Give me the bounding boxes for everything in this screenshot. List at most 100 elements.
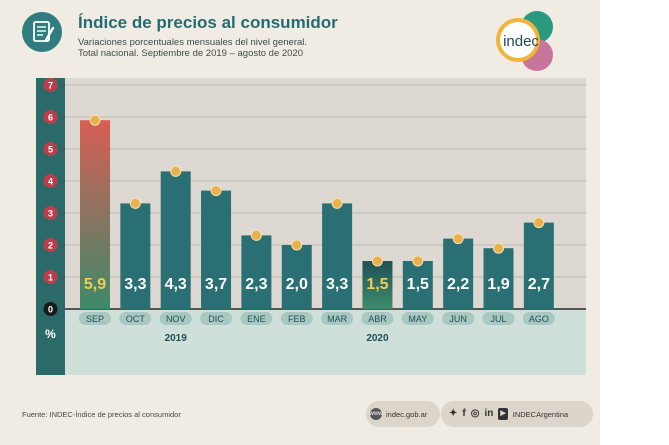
y-axis-unit: % [45,327,56,341]
bar-top-marker [291,239,303,251]
bar-top-marker [170,165,182,177]
y-tick-badge [43,174,58,188]
category-pill [200,312,233,325]
y-tick-label: 4 [48,177,53,187]
year-label: 2020 [366,333,389,344]
y-tick-label: 1 [48,273,53,283]
instagram-icon[interactable]: ◎ [470,408,480,419]
data-label: 2,0 [286,276,308,293]
globe-icon: www [370,408,383,420]
category-pill [522,312,555,325]
category-pill [240,312,273,325]
y-tick-label: 0 [48,305,53,315]
bar-top-marker [493,242,504,254]
data-label: 3,3 [326,276,348,293]
data-label: 1,5 [366,276,388,293]
indec-logo-text: indec [503,33,539,50]
category-label: ABR [368,314,387,324]
bar-top-marker [250,229,262,241]
data-label: 2,2 [447,276,469,293]
y-tick-label: 7 [48,81,53,91]
website-text: indec.gob.ar [386,409,428,419]
source-note: Fuente: INDEC-Índice de precios al consu… [22,410,181,419]
y-axis-strip [36,78,65,375]
data-label: 4,3 [165,276,187,293]
category-pill [361,312,394,325]
category-label: AGO [529,314,549,324]
y-tick-label: 5 [48,145,53,155]
y-tick-badge [43,110,58,124]
y-tick-label: 6 [48,113,53,123]
bar-top-marker [533,217,545,229]
data-label: 3,7 [205,276,227,293]
category-pill [79,312,111,325]
subtitle-line-2: Total nacional. Septiembre de 2019 – ago… [78,48,303,59]
bar [241,235,272,309]
website-link[interactable]: www indec.gob.ar [366,401,440,427]
bar-top-marker [89,114,101,126]
bar-top-marker [412,255,424,267]
y-tick-badge [43,78,58,92]
y-tick-badge [43,238,58,252]
bar-top-marker [210,185,222,197]
linkedin-icon[interactable]: in [484,408,494,419]
y-tick-badge [43,302,58,316]
category-label: SEP [86,314,104,324]
category-label: ENE [247,314,266,324]
data-label: 1,9 [487,276,509,293]
subtitle-line-1: Variaciones porcentuales mensuales del n… [78,37,308,48]
bar-chart: 0 1 2 3 4 5 6 7% 5,9 SEP 3,3 OCT 4,3 NOV 3,7 DIC 2,3 ENE 2… [36,78,586,375]
category-label: JUL [490,314,506,324]
bar [201,190,232,309]
category-pill [280,312,313,325]
bar [523,222,554,309]
bar-top-marker [331,197,343,209]
chart-subtitle: Variaciones porcentuales mensuales del n… [78,37,307,59]
bar-top-marker [371,255,383,267]
category-pill [482,312,515,325]
category-label: FEB [288,314,306,324]
social-handle: INDECArgentina [512,409,569,419]
y-tick-badge [43,206,58,220]
notepad-icon [22,12,62,52]
category-label: MAR [327,314,348,324]
bar-top-marker [129,197,141,209]
bar [322,203,353,309]
category-pill [442,312,475,325]
bar [120,203,151,309]
category-pill [321,312,354,325]
y-tick-label: 2 [48,241,53,251]
bar [160,171,191,309]
category-pill [159,312,192,325]
y-tick-badge [43,142,58,156]
category-label: JUN [449,314,467,324]
data-label: 2,7 [528,276,550,293]
category-label: OCT [126,314,146,324]
bar [402,261,433,309]
indec-logo [496,11,553,71]
youtube-icon[interactable]: ▶ [498,408,508,420]
bar [80,120,110,309]
facebook-icon[interactable]: f [462,408,466,419]
data-label: 3,3 [124,276,146,293]
bar [443,238,474,309]
chart-title: Índice de precios al consumidor [78,13,338,32]
category-label: NOV [166,314,186,324]
category-pill [401,312,434,325]
bar [281,245,312,309]
infographic-card: Índice de precios al consumidor Variacio… [0,0,600,445]
bar [483,248,514,309]
category-pill [119,312,152,325]
data-label: 2,3 [245,276,267,293]
bar-top-marker [452,233,464,245]
y-tick-badge [43,270,58,284]
y-tick-label: 3 [48,209,53,219]
year-label: 2019 [165,333,188,344]
category-label: DIC [208,314,224,324]
category-label: MAY [408,314,427,324]
bar [362,261,393,309]
social-links: ✦ f ◎ in ▶ INDECArgentina [441,401,593,427]
data-label: 1,5 [407,276,429,293]
twitter-icon[interactable]: ✦ [449,408,458,419]
data-label: 5,9 [84,276,106,293]
